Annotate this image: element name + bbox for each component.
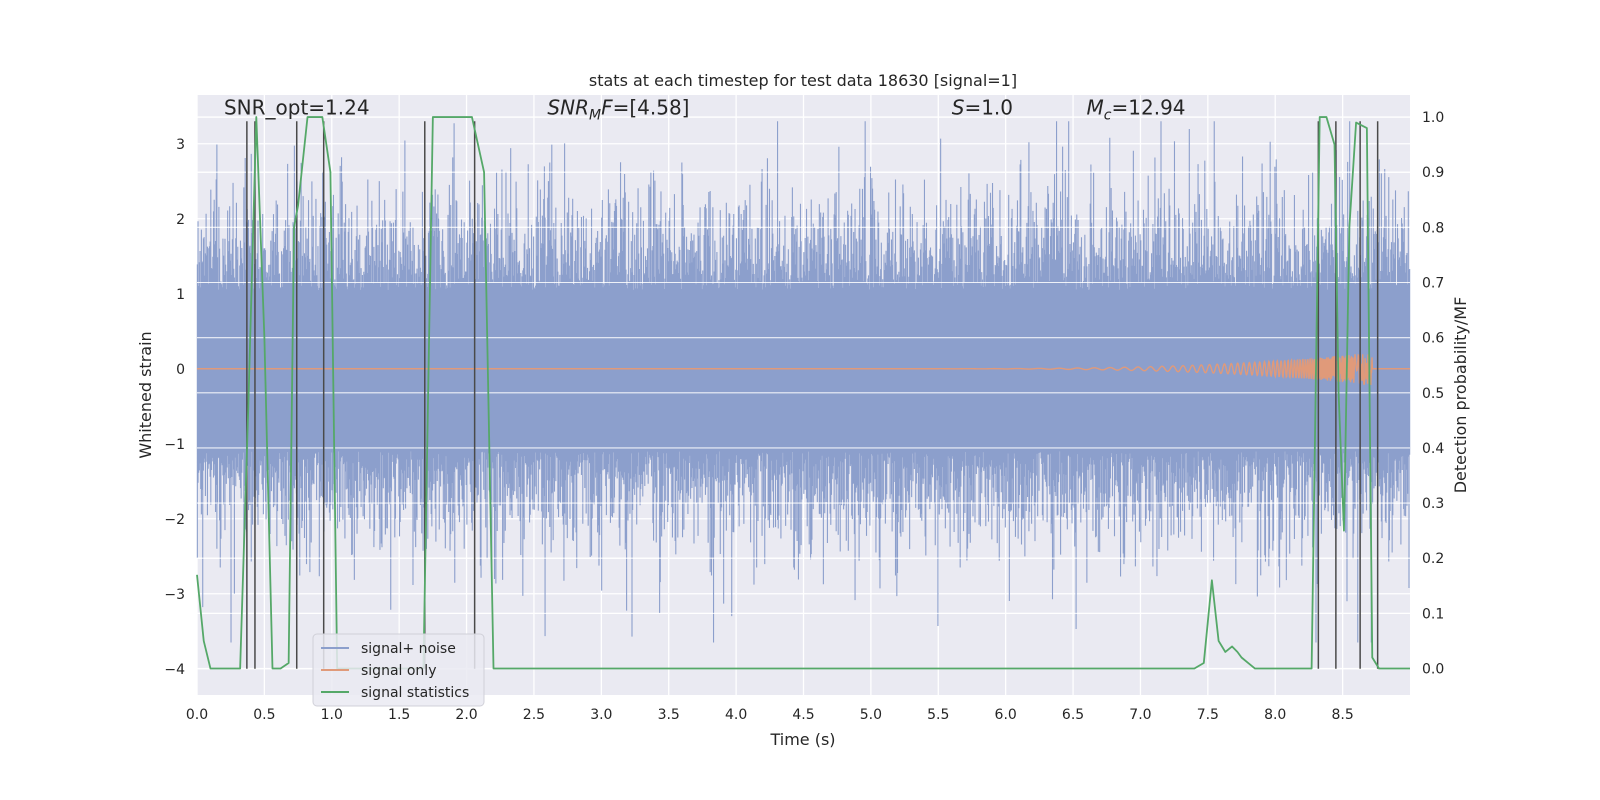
annotation-text: Mc=12.94 bbox=[1087, 96, 1186, 124]
x-tick-label: 6.0 bbox=[995, 707, 1017, 723]
annotation-text: SNRMF=[4.58] bbox=[547, 96, 689, 124]
y2-axis-label: Detection probability/MF bbox=[1451, 297, 1470, 494]
y2-tick-label: 0.7 bbox=[1422, 276, 1444, 292]
legend-label: signal statistics bbox=[361, 685, 469, 701]
y-axis-label: Whitened strain bbox=[136, 331, 155, 458]
signal-only-line bbox=[197, 353, 1410, 386]
y2-tick-label: 0.1 bbox=[1422, 606, 1444, 622]
legend-label: signal only bbox=[361, 663, 436, 679]
annotations: SNR_opt=1.24 SNRMF=[4.58] S=1.0 Mc=12.94 bbox=[224, 96, 1186, 124]
signal-series bbox=[197, 353, 1410, 386]
y2-axis-ticks: 0.0 0.1 0.2 0.3 0.4 0.5 0.6 0.7 0.8 0.9 1.0 bbox=[1422, 110, 1444, 677]
y-tick-label: −2 bbox=[164, 512, 185, 528]
chart-title: stats at each timestep for test data 186… bbox=[589, 71, 1017, 90]
y-tick-label: 1 bbox=[176, 287, 185, 303]
y-tick-label: 0 bbox=[176, 362, 185, 378]
x-axis-ticks: 0.0 0.5 1.0 1.5 2.0 2.5 3.0 3.5 4.0 4.5 5.0 5.5 6.0 6… bbox=[186, 707, 1354, 723]
x-tick-label: 8.5 bbox=[1331, 707, 1353, 723]
y-tick-label: 2 bbox=[176, 212, 185, 228]
x-tick-label: 1.0 bbox=[321, 707, 343, 723]
y-axis-ticks: −4 −3 −2 −1 0 1 2 3 bbox=[164, 137, 185, 678]
y2-tick-label: 0.8 bbox=[1422, 220, 1444, 236]
y-tick-label: 3 bbox=[176, 137, 185, 153]
x-tick-label: 0.5 bbox=[253, 707, 275, 723]
x-tick-label: 1.5 bbox=[388, 707, 410, 723]
x-tick-label: 0.0 bbox=[186, 707, 208, 723]
x-tick-label: 4.0 bbox=[725, 707, 747, 723]
signal-statistics-line bbox=[196, 116, 1410, 670]
y2-tick-label: 0.5 bbox=[1422, 386, 1444, 402]
y2-tick-label: 1.0 bbox=[1422, 110, 1444, 126]
legend-box bbox=[312, 633, 485, 707]
annotation-text: SNR_opt=1.24 bbox=[224, 96, 370, 120]
x-tick-label: 6.5 bbox=[1062, 707, 1084, 723]
plot-area: SNR_opt=1.24 SNRMF=[4.58] S=1.0 Mc=12.94 bbox=[196, 95, 1411, 695]
x-tick-label: 2.0 bbox=[455, 707, 477, 723]
x-tick-label: 3.0 bbox=[590, 707, 612, 723]
x-tick-label: 3.5 bbox=[658, 707, 680, 723]
legend-label: signal+ noise bbox=[361, 641, 456, 657]
noise-series bbox=[196, 116, 1411, 670]
y2-tick-label: 0.6 bbox=[1422, 331, 1444, 347]
x-tick-label: 5.5 bbox=[927, 707, 949, 723]
x-tick-label: 7.5 bbox=[1197, 707, 1219, 723]
annotation-text: S=1.0 bbox=[952, 96, 1013, 120]
y-tick-label: −3 bbox=[164, 587, 185, 603]
x-tick-label: 2.5 bbox=[523, 707, 545, 723]
y2-tick-label: 0.2 bbox=[1422, 551, 1444, 567]
x-tick-label: 4.5 bbox=[792, 707, 814, 723]
y2-tick-label: 0.9 bbox=[1422, 165, 1444, 181]
y2-tick-label: 0.4 bbox=[1422, 441, 1444, 457]
x-axis-label: Time (s) bbox=[769, 730, 835, 749]
x-tick-label: 8.0 bbox=[1264, 707, 1286, 723]
x-tick-label: 7.0 bbox=[1129, 707, 1151, 723]
y-tick-label: −1 bbox=[164, 437, 185, 453]
y-tick-label: −4 bbox=[164, 662, 185, 678]
y2-tick-label: 0.3 bbox=[1422, 496, 1444, 512]
legend: signal+ noise signal only signal statistic… bbox=[312, 633, 485, 707]
statistics-series bbox=[196, 116, 1410, 670]
y2-tick-label: 0.0 bbox=[1422, 662, 1444, 678]
x-tick-label: 5.0 bbox=[860, 707, 882, 723]
